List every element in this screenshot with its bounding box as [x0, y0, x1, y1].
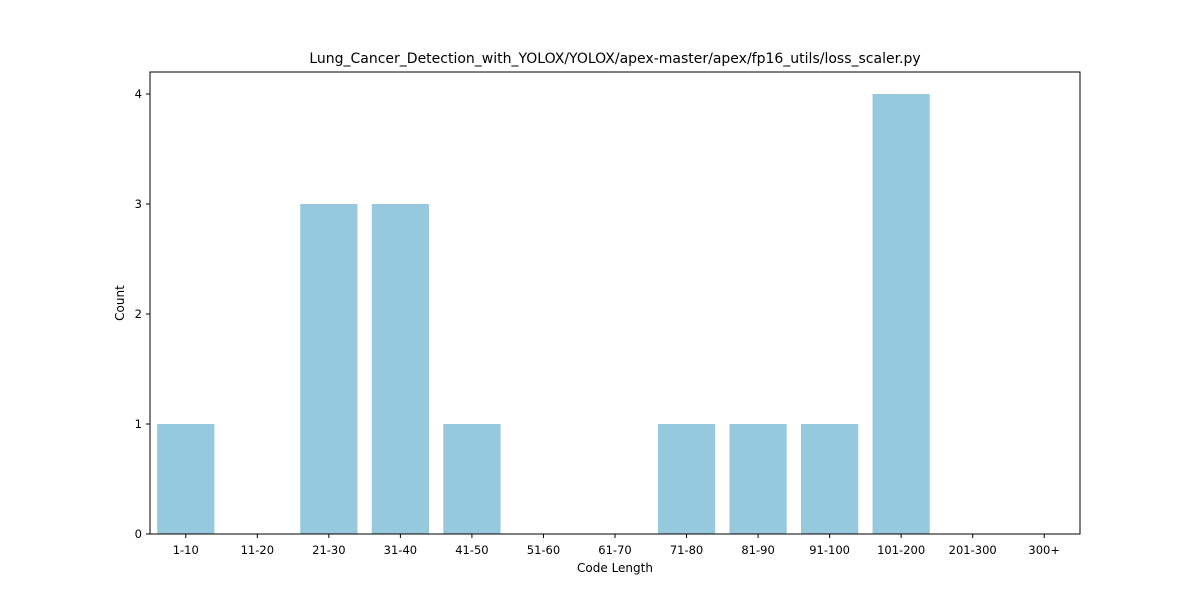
bar-71-80	[657, 424, 716, 534]
y-tick-label: 1	[135, 417, 142, 431]
bar-81-90	[729, 424, 787, 534]
x-axis: 1-10 11-20 21-30 31-40 41-50 51-60 61-70 71-80 8…	[173, 534, 1060, 557]
x-tick-label: 91-100	[809, 543, 850, 557]
bar-41-50	[443, 424, 501, 534]
bar-91-100	[801, 424, 859, 534]
x-tick-label: 51-60	[527, 543, 560, 557]
plot-frame	[149, 71, 1081, 535]
x-axis-label: Code Length	[577, 561, 653, 575]
bar-1-10	[157, 424, 215, 534]
x-tick-label: 201-300	[949, 543, 997, 557]
bars-group	[157, 94, 930, 534]
x-tick-label: 101-200	[877, 543, 925, 557]
y-tick-label: 4	[135, 87, 142, 101]
y-axis: 0 1 2 3 4	[135, 87, 150, 541]
y-tick-label: 2	[135, 307, 142, 321]
x-tick-label: 1-10	[173, 543, 199, 557]
bar-21-30	[300, 204, 358, 534]
x-tick-label: 41-50	[455, 543, 488, 557]
x-tick-label: 300+	[1028, 543, 1060, 557]
bar-31-40	[371, 204, 429, 534]
x-tick-label: 61-70	[598, 543, 631, 557]
chart-title: Lung_Cancer_Detection_with_YOLOX/YOLOX/a…	[309, 51, 920, 67]
y-tick-label: 3	[135, 197, 142, 211]
x-tick-label: 11-20	[241, 543, 274, 557]
x-tick-label: 31-40	[384, 543, 417, 557]
y-axis-label: Count	[113, 285, 127, 321]
bar-101-200	[872, 94, 930, 534]
x-tick-label: 81-90	[741, 543, 774, 557]
x-tick-label: 21-30	[312, 543, 345, 557]
y-tick-label: 0	[135, 527, 142, 541]
x-tick-label: 71-80	[670, 543, 703, 557]
